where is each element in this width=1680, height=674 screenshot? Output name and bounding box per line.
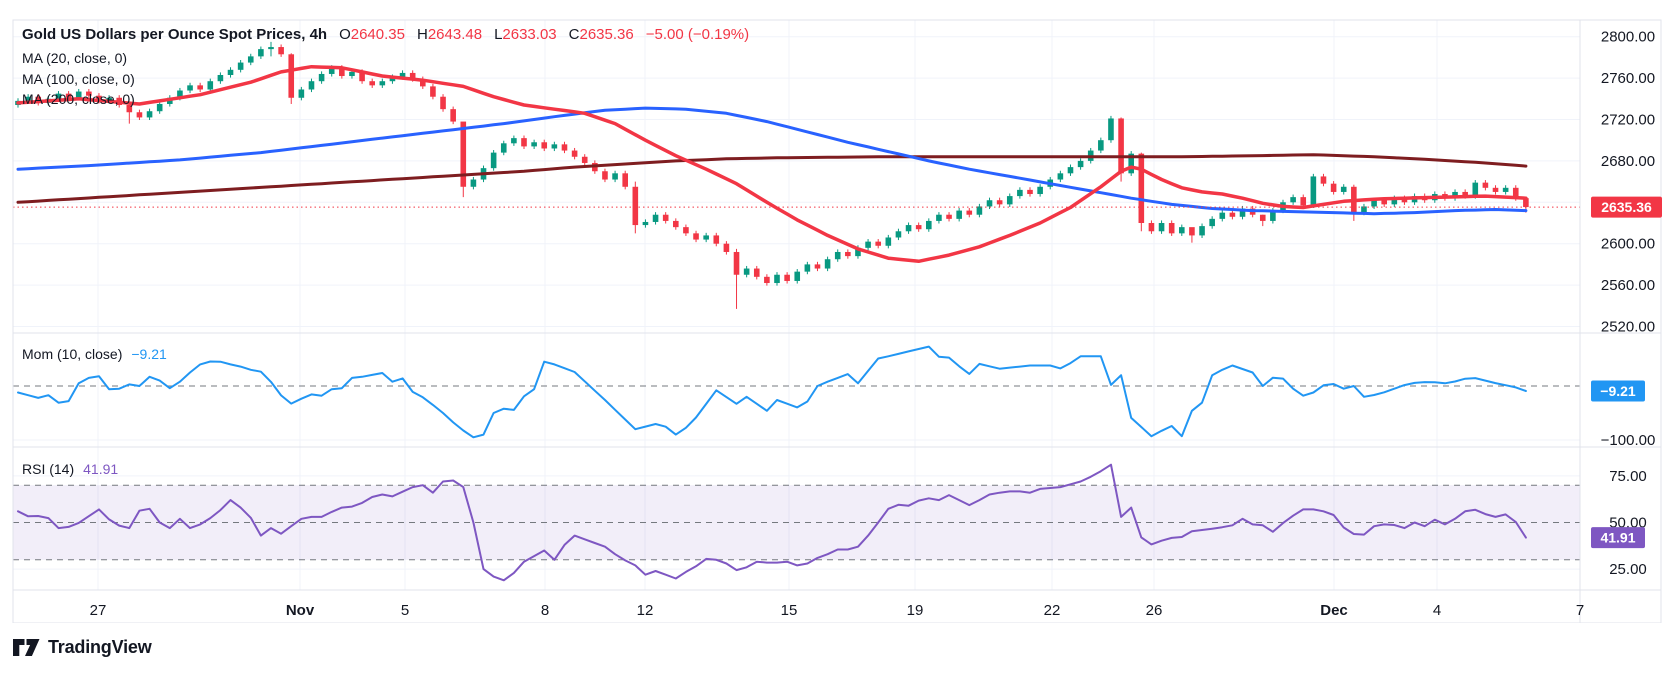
svg-text:2560.00: 2560.00 [1601, 277, 1655, 294]
last-price-badge: 2635.36 [1591, 196, 1662, 218]
svg-text:5: 5 [401, 602, 409, 619]
svg-text:12: 12 [637, 602, 654, 619]
svg-text:2635.36: 2635.36 [1601, 199, 1652, 215]
svg-text:2600.00: 2600.00 [1601, 236, 1655, 253]
svg-text:27: 27 [90, 602, 107, 619]
svg-text:25.00: 25.00 [1609, 561, 1647, 578]
ohlc-low: L2633.03 [494, 26, 557, 43]
svg-text:2800.00: 2800.00 [1601, 29, 1655, 46]
momentum-badge: −9.21 [1591, 380, 1645, 402]
ma100-legend: MA (100, close, 0) [22, 70, 135, 87]
momentum-legend-label: Mom (10, close) [22, 346, 123, 362]
rsi-value: 41.91 [83, 461, 119, 477]
svg-text:4: 4 [1433, 602, 1441, 619]
momentum-line [17, 345, 1527, 439]
rsi-legend: RSI (14) 41.91 [22, 461, 118, 477]
svg-text:41.91: 41.91 [1600, 530, 1635, 546]
svg-text:7: 7 [1576, 602, 1584, 619]
ma20-legend: MA (20, close, 0) [22, 50, 128, 66]
svg-text:Dec: Dec [1320, 602, 1348, 619]
rsi-badge: 41.91 [1591, 527, 1645, 549]
time-axis[interactable]: 27 Nov 5 8 12 15 19 22 26 Dec 4 7 [90, 602, 1585, 619]
svg-text:−100.00: −100.00 [1601, 432, 1656, 449]
rsi-line [17, 463, 1527, 582]
ma-legends: MA (20, close, 0) MA (100, close, 0) MA … [22, 48, 749, 110]
svg-text:2760.00: 2760.00 [1601, 70, 1655, 87]
indicator-guides [13, 385, 1580, 561]
svg-text:−9.21: −9.21 [1600, 383, 1636, 399]
ma200-line [16, 153, 1528, 204]
svg-text:26: 26 [1146, 602, 1163, 619]
svg-text:Nov: Nov [286, 602, 315, 619]
ohlc-open: O2640.35 [339, 26, 405, 43]
panel-frame [12, 19, 1662, 623]
candles [15, 41, 1529, 309]
price-change: −5.00 (−0.19%) [645, 26, 750, 43]
main-chart-legend: Gold US Dollars per Ounce Spot Prices, 4… [22, 26, 749, 110]
price-axis[interactable]: 2800.00 2760.00 2720.00 2680.00 2600.00 2560.… [1601, 29, 1656, 578]
svg-text:2680.00: 2680.00 [1601, 153, 1655, 170]
ohlc-close: C2635.36 [568, 26, 634, 43]
ma200-legend: MA (200, close, 0) [22, 91, 135, 107]
tradingview-brand-text: TradingView [48, 637, 152, 657]
momentum-legend: Mom (10, close) −9.21 [22, 346, 167, 362]
tradingview-logo-icon [13, 639, 40, 656]
ma20-line [16, 64, 1528, 264]
svg-text:22: 22 [1044, 602, 1061, 619]
ohlc-high: H2643.48 [416, 26, 483, 43]
chart-canvas[interactable]: 2800.00 2760.00 2720.00 2680.00 2600.00 2560.… [0, 0, 1680, 623]
svg-text:8: 8 [541, 602, 549, 619]
momentum-value: −9.21 [131, 346, 167, 362]
svg-text:75.00: 75.00 [1609, 468, 1647, 485]
svg-text:15: 15 [781, 602, 798, 619]
rsi-legend-label: RSI (14) [22, 461, 75, 477]
svg-text:2520.00: 2520.00 [1601, 319, 1655, 336]
svg-text:2720.00: 2720.00 [1601, 112, 1655, 129]
symbol-title-row: Gold US Dollars per Ounce Spot Prices, 4… [22, 26, 749, 43]
tradingview-branding[interactable]: TradingView [13, 637, 152, 658]
ma100-line [16, 106, 1528, 216]
svg-text:19: 19 [907, 602, 924, 619]
symbol-title: Gold US Dollars per Ounce Spot Prices, 4… [22, 26, 328, 43]
